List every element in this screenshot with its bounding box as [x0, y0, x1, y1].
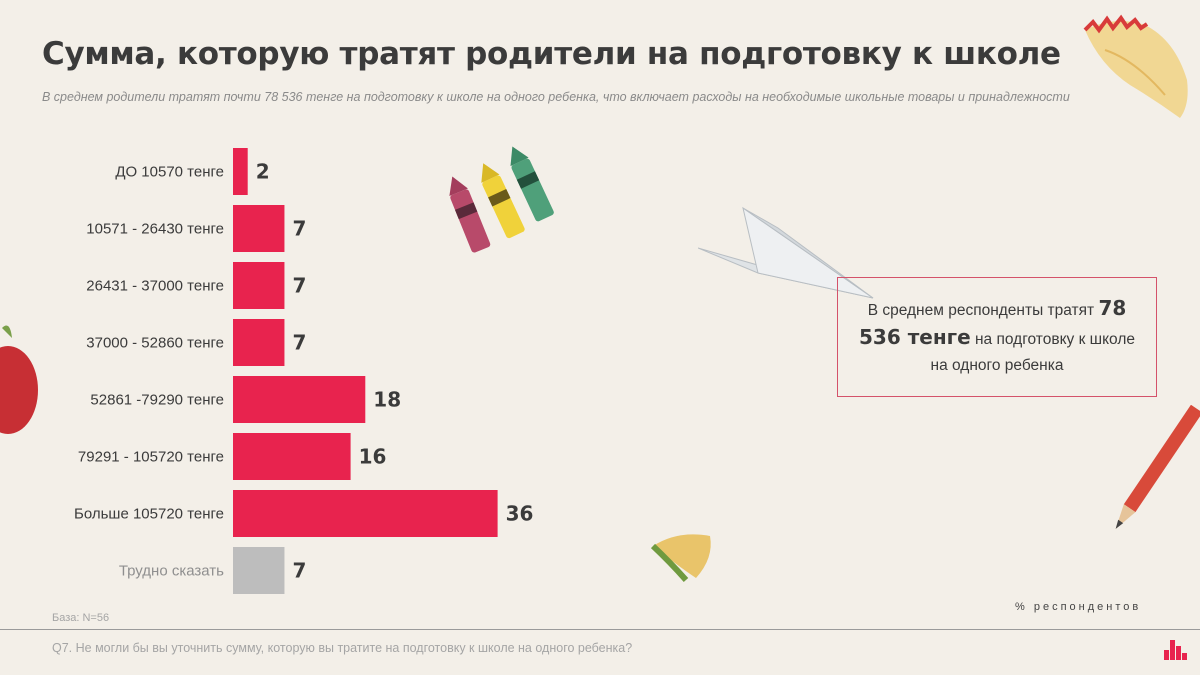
bar: [233, 205, 285, 252]
category-label: Трудно сказать: [119, 563, 224, 580]
bar: [233, 433, 351, 480]
average-callout: В среднем респонденты тратят 78 536 тенг…: [837, 277, 1157, 397]
category-label: 26431 - 37000 тенге: [86, 278, 224, 295]
callout-text-before: В среднем респонденты тратят: [867, 302, 1099, 319]
bar: [233, 319, 285, 366]
value-label: 2: [256, 160, 270, 184]
bar: [233, 262, 285, 309]
paper-plane-icon: [698, 206, 874, 299]
bar: [233, 490, 498, 537]
value-label: 7: [292, 559, 306, 583]
value-label: 7: [292, 331, 306, 355]
crayons-icon: [449, 146, 554, 253]
category-label: Больше 105720 тенге: [74, 506, 224, 523]
page-subtitle: В среднем родители тратят почти 78 536 т…: [42, 90, 1070, 104]
logo-icon: [1164, 640, 1187, 660]
value-label: 7: [292, 274, 306, 298]
apple-icon: [0, 325, 38, 434]
category-label: 79291 - 105720 тенге: [78, 449, 224, 466]
bar: [233, 547, 285, 594]
bar: [233, 376, 366, 423]
page-title: Сумма, которую тратят родители на подгот…: [42, 36, 1061, 72]
callout-highlight: 78 536 тенге: [858, 296, 1127, 349]
unit-label: % респондентов: [1015, 601, 1142, 613]
shaving-icon: [650, 534, 711, 582]
value-label: 16: [359, 445, 387, 469]
footer-divider: [0, 629, 1200, 630]
category-label: 10571 - 26430 тенге: [86, 221, 224, 238]
category-label: ДО 10570 тенге: [115, 164, 224, 181]
value-label: 18: [373, 388, 401, 412]
callout-text-after: на подготовку к школе на одного ребенка: [930, 331, 1136, 374]
value-label: 36: [506, 502, 534, 526]
bar: [233, 148, 248, 195]
pencil-icon: [1115, 405, 1200, 529]
pencil-shavings-icon: [1083, 14, 1188, 118]
sample-base: База: N=56: [52, 612, 110, 624]
category-label: 52861 -79290 тенге: [90, 392, 224, 409]
category-label: 37000 - 52860 тенге: [86, 335, 224, 352]
value-label: 7: [292, 217, 306, 241]
question-text: Q7. Не могли бы вы уточнить сумму, котор…: [52, 641, 633, 655]
